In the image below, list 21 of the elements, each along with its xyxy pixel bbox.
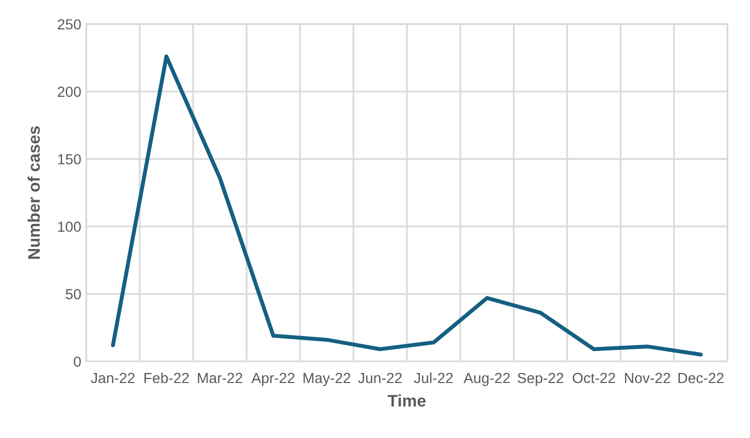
y-tick-label: 0	[74, 356, 81, 367]
y-tick-label: 200	[58, 86, 81, 97]
x-tick-label: Nov-22	[625, 372, 670, 384]
x-tick-label: Feb-22	[144, 372, 189, 384]
x-tick-label: Oct-22	[572, 372, 616, 384]
y-tick-label: 250	[58, 19, 81, 30]
x-tick-label: Jul-22	[414, 372, 453, 384]
y-tick-label: 150	[58, 154, 81, 164]
y-axis-title: Number of cases	[28, 126, 40, 259]
x-tick-label: Aug-22	[464, 372, 510, 386]
x-tick-label: Jan-22	[90, 372, 135, 384]
y-tick-label: 50	[66, 289, 81, 300]
x-tick-label: Jun-22	[358, 372, 402, 384]
x-tick-label: May-22	[304, 372, 350, 386]
y-tick-label: 100	[58, 222, 81, 232]
x-tick-label: Dec-22	[678, 372, 724, 384]
x-tick-label: Mar-22	[198, 372, 242, 384]
x-tick-label: Sep-22	[518, 372, 564, 386]
x-tick-label: Apr-22	[251, 372, 294, 386]
x-axis-title: Time	[388, 394, 426, 407]
line-series	[111, 54, 703, 357]
